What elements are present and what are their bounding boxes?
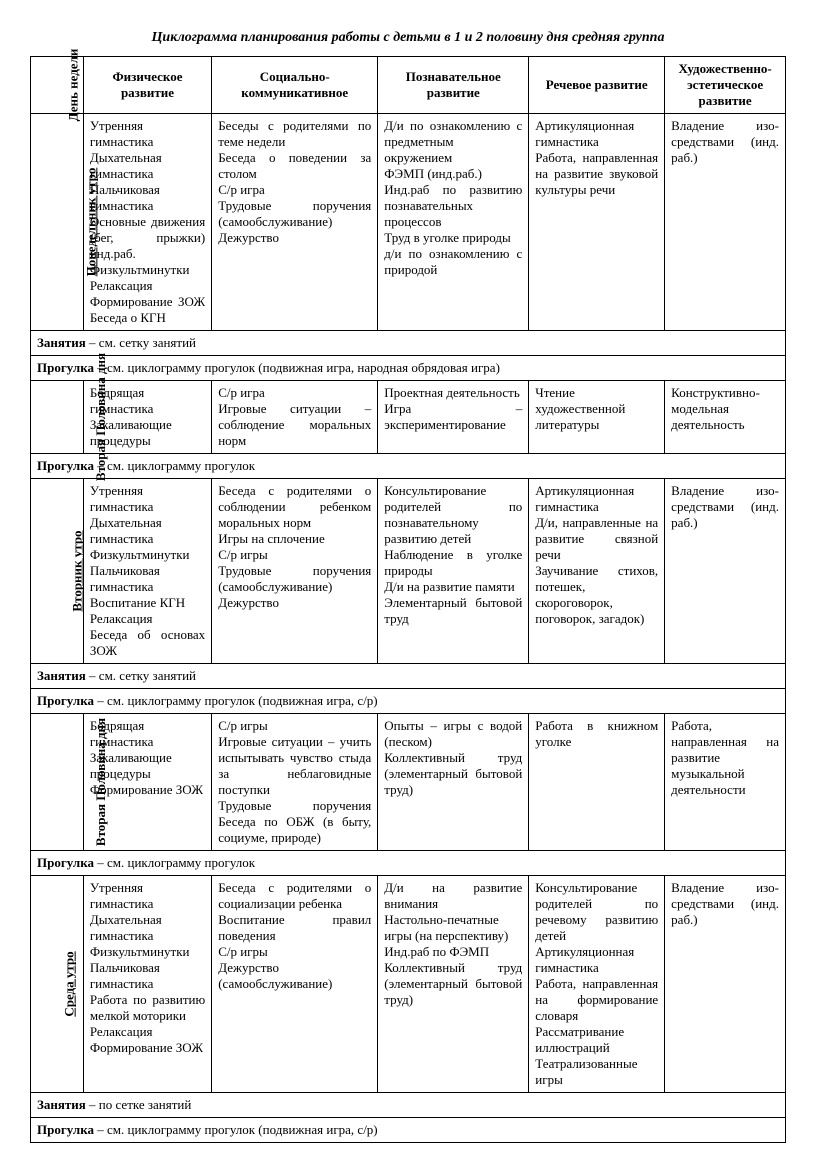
col-cogn: Познавательное развитие	[378, 57, 529, 114]
header-row: День недели Физическое развитие Социальн…	[31, 57, 786, 114]
mon-morning-c4: Артикуляционная гимнастикаРабота, направ…	[529, 114, 665, 331]
wed-morning-c3: Д/и на развитие вниманияНастольно-печатн…	[378, 876, 529, 1093]
schedule-table: День недели Физическое развитие Социальн…	[30, 56, 786, 1143]
wed-morning-c1: Утренняя гимнастикаДыхательная гимнастик…	[83, 876, 211, 1093]
span8: Прогулка – см. циклограмму прогулок (под…	[31, 1118, 786, 1143]
mon-half2-c4: Чтение художественной литературы	[529, 381, 665, 454]
tue-half2-c2: С/р игрыИгровые ситуации – учить испытыв…	[212, 714, 378, 851]
span2-row: Прогулка – см. циклограмму прогулок (под…	[31, 356, 786, 381]
tue-morning-c1: Утренняя гимнастикаДыхательная гимнастик…	[83, 479, 211, 664]
mon-morning-row: Понедельник утро Утренняя гимнастикаДыха…	[31, 114, 786, 331]
tue-morning-row: Вторник утро Утренняя гимнастикаДыхатель…	[31, 479, 786, 664]
mon-morning-c3: Д/и по ознакомлению с предметным окружен…	[378, 114, 529, 331]
span8-row: Прогулка – см. циклограмму прогулок (под…	[31, 1118, 786, 1143]
col-speech: Речевое развитие	[529, 57, 665, 114]
mon-half2-c2: С/р играИгровые ситуации – соблюдение мо…	[212, 381, 378, 454]
tue-half2-c4: Работа в книжном уголке	[529, 714, 665, 851]
mon-morning-c2: Беседы с родителями по теме неделиБеседа…	[212, 114, 378, 331]
tue-half2-label: Вторая Половина дня	[31, 714, 84, 851]
mon-half2-label: Вторая Половина дня	[31, 381, 84, 454]
span3: Прогулка – см. циклограмму прогулок	[31, 454, 786, 479]
tue-morning-c3: Консультирование родителей по познавател…	[378, 479, 529, 664]
span1-row: Занятия – см. сетку занятий	[31, 331, 786, 356]
tue-morning-c4: Артикуляционная гимнастикаД/и, направлен…	[529, 479, 665, 664]
tue-morning-label: Вторник утро	[31, 479, 84, 664]
span2: Прогулка – см. циклограмму прогулок (под…	[31, 356, 786, 381]
mon-morning-c5: Владение изо-средствами (инд. раб.)	[665, 114, 786, 331]
tue-morning-c5: Владение изо-средствами (инд. раб.)	[665, 479, 786, 664]
col-day: День недели	[31, 57, 84, 114]
wed-morning-c5: Владение изо-средствами (инд. раб.)	[665, 876, 786, 1093]
span5: Прогулка – см. циклограмму прогулок (под…	[31, 689, 786, 714]
tue-half2-c3: Опыты – игры с водой (песком)Коллективны…	[378, 714, 529, 851]
span7-row: Занятия – по сетке занятий	[31, 1093, 786, 1118]
span1: Занятия – см. сетку занятий	[31, 331, 786, 356]
col-art: Художественно-эстетическое развитие	[665, 57, 786, 114]
col-phys: Физическое развитие	[83, 57, 211, 114]
span7: Занятия – по сетке занятий	[31, 1093, 786, 1118]
mon-half2-c3: Проектная деятельностьИгра – эксперимент…	[378, 381, 529, 454]
wed-morning-c4: Консультирование родителей по речевому р…	[529, 876, 665, 1093]
span5-row: Прогулка – см. циклограмму прогулок (под…	[31, 689, 786, 714]
col-soc: Социально-коммуникативное	[212, 57, 378, 114]
span6: Прогулка – см. циклограмму прогулок	[31, 851, 786, 876]
tue-morning-c2: Беседа с родителями о соблюдении ребенко…	[212, 479, 378, 664]
mon-morning-c1: Утренняя гимнастикаДыхательная гимнастик…	[83, 114, 211, 331]
page-title: Циклограмма планирования работы с детьми…	[30, 30, 786, 46]
mon-half2-row: Вторая Половина дня Бодрящая гимнастикаЗ…	[31, 381, 786, 454]
tue-half2-c5: Работа, направленная на развитие музыкал…	[665, 714, 786, 851]
wed-morning-label: Среда утро	[31, 876, 84, 1093]
mon-half2-c5: Конструктивно-модельная деятельность	[665, 381, 786, 454]
span4-row: Занятия – см. сетку занятий	[31, 664, 786, 689]
span3-row: Прогулка – см. циклограмму прогулок	[31, 454, 786, 479]
mon-morning-label: Понедельник утро	[31, 114, 84, 331]
span6-row: Прогулка – см. циклограмму прогулок	[31, 851, 786, 876]
wed-morning-row: Среда утро Утренняя гимнастикаДыхательна…	[31, 876, 786, 1093]
span4: Занятия – см. сетку занятий	[31, 664, 786, 689]
tue-half2-row: Вторая Половина дня Бодрящая гимнастикаЗ…	[31, 714, 786, 851]
wed-morning-c2: Беседа с родителями о социализации ребен…	[212, 876, 378, 1093]
